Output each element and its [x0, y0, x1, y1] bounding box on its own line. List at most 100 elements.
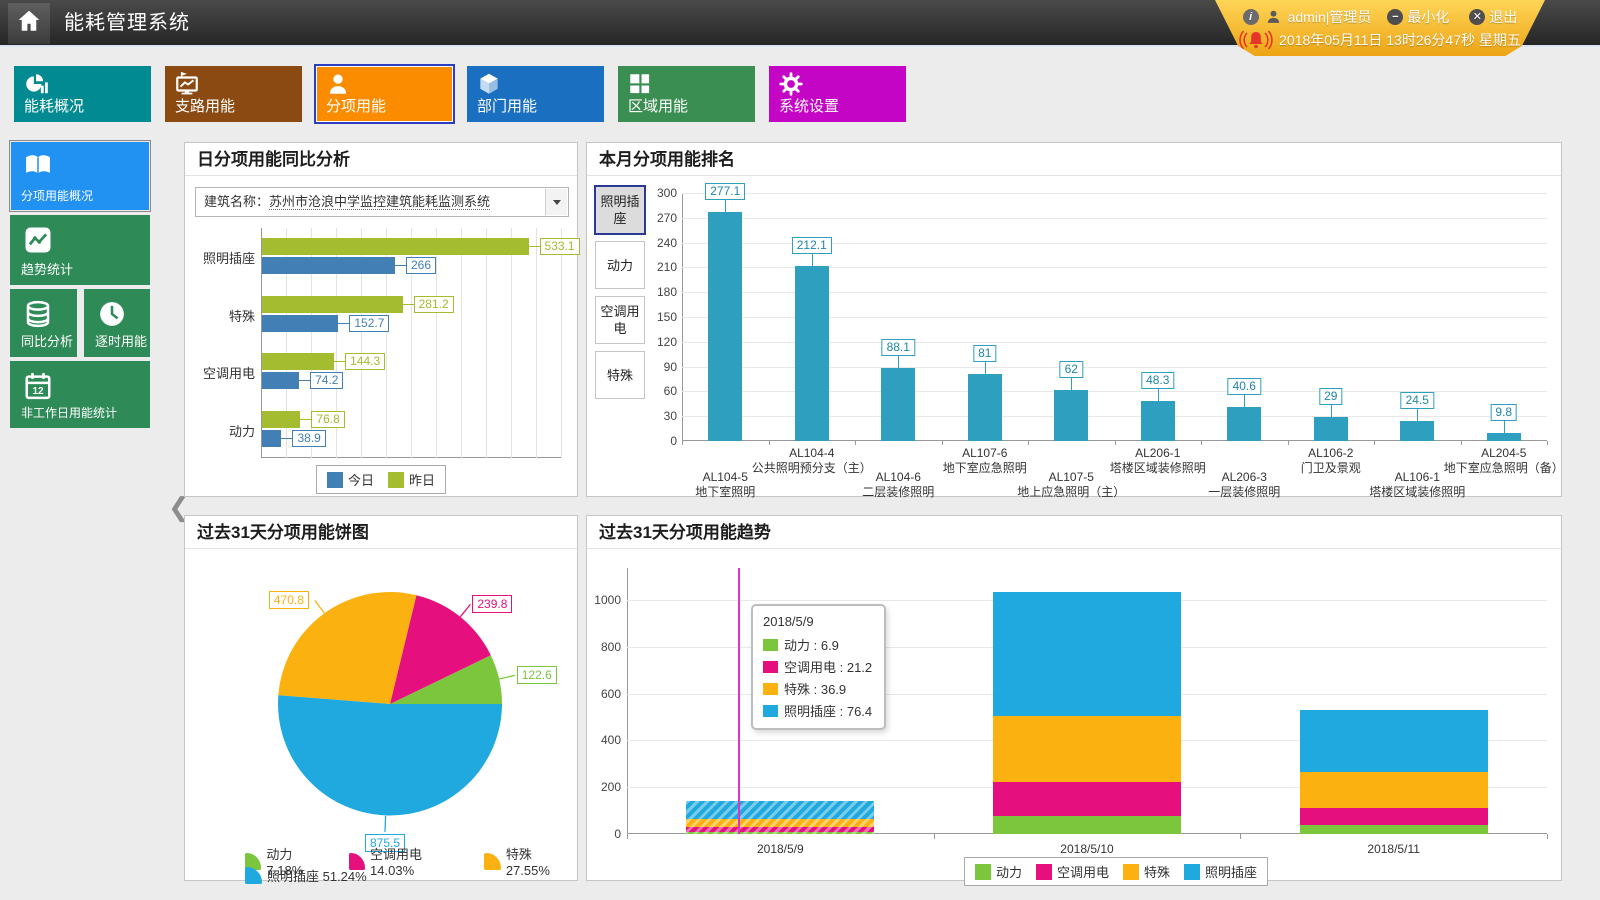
x-category-label: AL104-5 地下室照明	[695, 470, 756, 499]
value-label: 62	[1059, 360, 1083, 378]
bar-昨日	[262, 410, 301, 428]
legend-item-特殊[interactable]: 特殊 27.55%	[484, 844, 577, 878]
label-stem	[898, 356, 900, 369]
gridline	[311, 228, 312, 458]
category-label: 照明插座	[202, 251, 255, 266]
axis-tick	[1287, 441, 1289, 445]
nav-tab-支路用能[interactable]: 支路用能	[165, 66, 302, 122]
ranking-tab-照明插座[interactable]: 照明插座	[595, 186, 645, 234]
label-stem	[1157, 389, 1159, 402]
legend-item-动力[interactable]: 动力	[975, 862, 1022, 881]
trend-segment-动力[interactable]	[993, 816, 1181, 834]
nav-tab-label: 分项用能	[326, 98, 387, 115]
legend-item-照明插座[interactable]: 照明插座	[1184, 862, 1257, 881]
y-tick-label: 120	[656, 334, 677, 349]
axis-tick	[768, 441, 770, 445]
label-connector	[337, 322, 350, 324]
sidebar-item-label: 逐时用能	[95, 334, 148, 349]
trend-segment-特殊[interactable]	[1299, 771, 1488, 808]
ranking-tab-动力[interactable]: 动力	[595, 241, 645, 289]
tooltip-date: 2018/5/9	[763, 614, 814, 629]
value-label: 40.6	[1227, 378, 1261, 396]
trend-segment-空调用电[interactable]	[686, 827, 875, 833]
rank-bar-AL107-6	[967, 374, 1002, 441]
pie-slice-动力[interactable]	[390, 655, 502, 704]
x-tick-label: 2018/5/11	[1367, 842, 1420, 856]
axis-tick	[1028, 441, 1029, 445]
rank-bar-AL106-1	[1400, 420, 1435, 441]
tooltip-swatch	[763, 660, 778, 673]
alarm-bell-icon[interactable]	[1239, 29, 1273, 50]
legend-swatch	[1036, 863, 1053, 880]
rank-bar-AL107-5	[1054, 389, 1089, 441]
value-label: 48.3	[1141, 372, 1175, 390]
label-connector	[299, 418, 312, 420]
trend-segment-特殊[interactable]	[993, 716, 1181, 783]
sidebar-item-逐时用能[interactable]: 逐时用能	[84, 289, 150, 357]
minimize-button[interactable]: − 最小化	[1387, 7, 1449, 27]
nav-tab-能耗概况[interactable]: 能耗概况	[14, 66, 151, 122]
tooltip-row-动力: 动力 : 6.9	[763, 635, 872, 654]
nav-tab-区域用能[interactable]: 区域用能	[618, 66, 755, 122]
label-stem	[1244, 395, 1246, 408]
sidebar-item-label: 非工作日用能统计	[21, 406, 118, 420]
trend-segment-照明插座[interactable]	[993, 591, 1181, 717]
sidebar-item-分项用能概况[interactable]: 分项用能概况	[10, 141, 150, 211]
gridline	[682, 217, 1547, 219]
label-stem	[1330, 405, 1332, 418]
trend-segment-空调用电[interactable]	[1299, 807, 1488, 825]
nav-tab-分项用能[interactable]: 分项用能	[316, 66, 453, 122]
logout-button[interactable]: ✕ 退出	[1469, 7, 1517, 27]
gridline	[682, 242, 1547, 244]
legend-item-昨日[interactable]: 昨日	[388, 470, 435, 489]
tooltip-swatch	[763, 638, 778, 651]
nav-tab-系统设置[interactable]: 系统设置	[769, 66, 906, 122]
app-title: 能耗管理系统	[64, 12, 190, 34]
value-label: 281.2	[413, 295, 454, 313]
legend-item-空调用电[interactable]: 空调用电	[1036, 862, 1109, 881]
legend-item-空调用电[interactable]: 空调用电 14.03%	[348, 844, 467, 878]
axis-pointer-line	[738, 568, 740, 834]
info-icon[interactable]: i	[1242, 8, 1259, 25]
dropdown-button[interactable]	[545, 189, 567, 215]
bar-昨日	[262, 295, 403, 313]
minimize-icon: −	[1387, 8, 1404, 25]
panel-pie-31days: 过去31天分项用能饼图 122.6 239.8 470.8 875.5 动力 7.18%…	[184, 515, 578, 884]
pie-slice-照明插座[interactable]	[278, 695, 502, 816]
value-label: 533.1	[539, 238, 580, 255]
building-select[interactable]: 建筑名称：苏州市沧浪中学监控建筑能耗监测系统	[195, 187, 569, 217]
y-tick-label: 180	[656, 285, 677, 300]
legend-item-特殊[interactable]: 特殊	[1123, 862, 1170, 881]
sidebar-item-趋势统计[interactable]: 趋势统计	[10, 215, 150, 285]
bar-今日	[262, 257, 395, 274]
category-label: 空调用电	[202, 366, 255, 381]
pie-value-label: 470.8	[268, 591, 309, 610]
home-button[interactable]	[8, 3, 50, 44]
y-tick-label: 240	[656, 235, 677, 250]
trend-segment-动力[interactable]	[686, 832, 875, 834]
ranking-tab-空调用电[interactable]: 空调用电	[595, 296, 645, 344]
nav-tab-部门用能[interactable]: 部门用能	[467, 66, 604, 122]
y-tick-label: 200	[600, 780, 621, 795]
pie-slice-特殊[interactable]	[278, 592, 417, 704]
trend-segment-动力[interactable]	[1299, 824, 1488, 834]
legend-item-照明插座[interactable]: 照明插座 51.24%	[245, 866, 367, 885]
trend-segment-照明插座[interactable]	[1299, 709, 1488, 772]
sidebar-collapse-arrow[interactable]: ❮	[168, 492, 190, 522]
legend-item-动力[interactable]: 动力 7.18%	[245, 844, 331, 878]
label-connector	[527, 246, 540, 247]
trend-segment-特殊[interactable]	[686, 818, 875, 828]
pie-slice-空调用电[interactable]	[390, 595, 491, 704]
legend-item-今日[interactable]: 今日	[326, 470, 374, 489]
x-category-label: AL107-5 地上应急照明（主）	[1017, 470, 1126, 499]
ranking-tab-特殊[interactable]: 特殊	[595, 351, 645, 399]
y-tick-label: 60	[663, 384, 677, 399]
y-tick-label: 800	[600, 639, 621, 654]
gear-icon	[778, 71, 804, 97]
sidebar-item-非工作日用能统计[interactable]: 12 非工作日用能统计	[10, 361, 150, 428]
x-category-label: AL204-5 地下室应急照明（备）	[1443, 446, 1564, 475]
trend-segment-照明插座[interactable]	[686, 800, 875, 819]
sidebar-item-同比分析[interactable]: 同比分析	[10, 289, 77, 357]
trend-segment-空调用电[interactable]	[993, 782, 1181, 817]
